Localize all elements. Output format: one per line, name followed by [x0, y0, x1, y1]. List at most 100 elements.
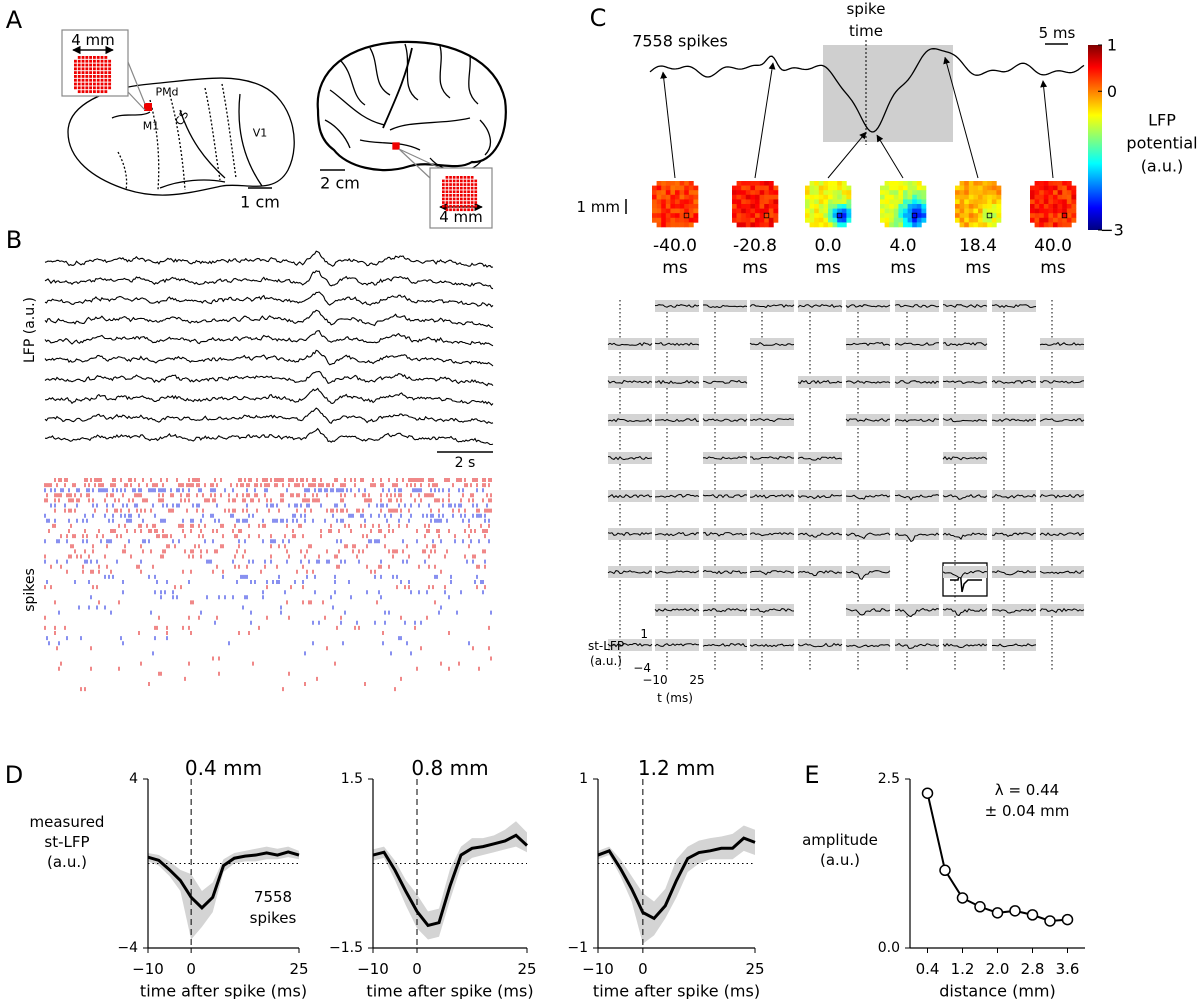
heatmap-cell [823, 194, 829, 200]
y-axis-label: (a.u.) [820, 851, 860, 869]
cell-band [655, 376, 699, 388]
heatmap-cell [823, 208, 829, 214]
heatmap-cell [736, 190, 742, 196]
heatmap-cell [736, 213, 742, 219]
heatmap-cell [1030, 190, 1035, 196]
heatmap-cell [987, 181, 993, 186]
cell-band [895, 639, 939, 651]
electrode [463, 176, 467, 179]
cell-trace [607, 342, 653, 347]
electrode [108, 63, 112, 67]
electrode [74, 59, 77, 63]
heatmap-cell [964, 213, 970, 219]
heatmap-cell [1030, 208, 1035, 214]
heatmap-cell [987, 213, 993, 219]
heatmap-cell [823, 199, 829, 205]
cell-band [750, 338, 794, 350]
heatmap-cell [884, 181, 890, 186]
confidence-band [373, 821, 527, 940]
heatmap-cell [912, 190, 918, 196]
electrode [470, 201, 474, 204]
heatmap-cell [828, 199, 833, 205]
heatmap-cell [665, 208, 671, 214]
heatmap-cell [889, 181, 895, 186]
electrode [470, 208, 474, 212]
tick-label: −4 [633, 661, 651, 675]
heatmap-cell [684, 222, 690, 228]
heatmap-cell [893, 213, 899, 219]
chart-title: 0.4 mm [185, 756, 262, 780]
electrode [463, 197, 467, 201]
snapshot-unit: ms [662, 258, 688, 278]
heatmap-cell [741, 208, 747, 214]
electrode [445, 208, 449, 212]
heatmap-cell [1034, 208, 1040, 214]
heatmap-cell [841, 222, 847, 228]
electrode [104, 86, 108, 90]
heatmap-cell [959, 204, 965, 209]
electrode [456, 179, 460, 183]
heatmap-cell [987, 217, 993, 223]
heatmap-cell [745, 208, 751, 214]
x-tick-label: 1.2 [951, 960, 975, 978]
heatmap-cell [1066, 194, 1072, 200]
heatmap-cell [759, 194, 765, 200]
heatmap-cell [805, 194, 810, 200]
heatmap-cell [693, 204, 699, 209]
heatmap-cell [768, 199, 774, 205]
heatmap-cell [688, 181, 694, 186]
electrode [442, 186, 445, 190]
heatmap-cell [773, 208, 779, 214]
heatmap-cell [828, 213, 833, 219]
heatmap-cell [1053, 208, 1058, 214]
cell-trace [845, 341, 891, 347]
heatmap-cell [880, 217, 885, 223]
heatmap-cell [1030, 213, 1035, 219]
cell-trace [845, 418, 891, 422]
heatmap-cell [828, 181, 833, 186]
x-axis-label: time after spike (ms) [140, 982, 307, 1000]
heatmap-cell [688, 194, 694, 200]
heatmap-cell [656, 213, 662, 219]
cell-trace [1039, 493, 1085, 499]
heatmap-cell [955, 217, 960, 223]
heatmap-cell [764, 222, 770, 228]
heatmap-cell [805, 213, 810, 219]
cell-band [608, 414, 652, 426]
heatmap-cell [968, 181, 974, 186]
heatmap-cell [736, 204, 742, 209]
heatmap-cell [837, 194, 843, 200]
heatmap-cell [675, 208, 680, 214]
heatmap-cell [1053, 222, 1058, 228]
heatmap-cell [955, 213, 960, 219]
electrode [85, 71, 89, 75]
data-point [1061, 913, 1074, 926]
electrode [474, 183, 478, 186]
heatmap-cell [814, 222, 820, 228]
recording-site [986, 212, 993, 219]
heatmap-cell [1053, 213, 1058, 219]
heatmap-cell [828, 217, 833, 223]
electrode [452, 204, 456, 208]
snapshot-time: 18.4 [959, 236, 997, 256]
electrode [460, 197, 463, 201]
heatmap-cell [987, 190, 993, 196]
electrode [81, 82, 85, 86]
cell-band [895, 528, 939, 540]
heatmap-cell [679, 185, 685, 191]
heatmap-cell [912, 185, 918, 191]
heatmap-cell [665, 194, 671, 200]
heatmap-cell [996, 199, 1002, 205]
heatmap-cell [893, 208, 899, 214]
heatmap-cell [978, 208, 983, 214]
cell-band [608, 490, 652, 502]
heatmap-cell [679, 222, 685, 228]
heatmap-cell [841, 181, 847, 186]
heatmap-cell [818, 194, 824, 200]
heatmap-cell [991, 194, 997, 200]
heatmap-cell [652, 190, 657, 196]
heatmap-cell [759, 217, 765, 223]
heatmap-cell [968, 217, 974, 223]
heatmap-cell [973, 181, 979, 186]
heatmap-cell [837, 213, 843, 219]
